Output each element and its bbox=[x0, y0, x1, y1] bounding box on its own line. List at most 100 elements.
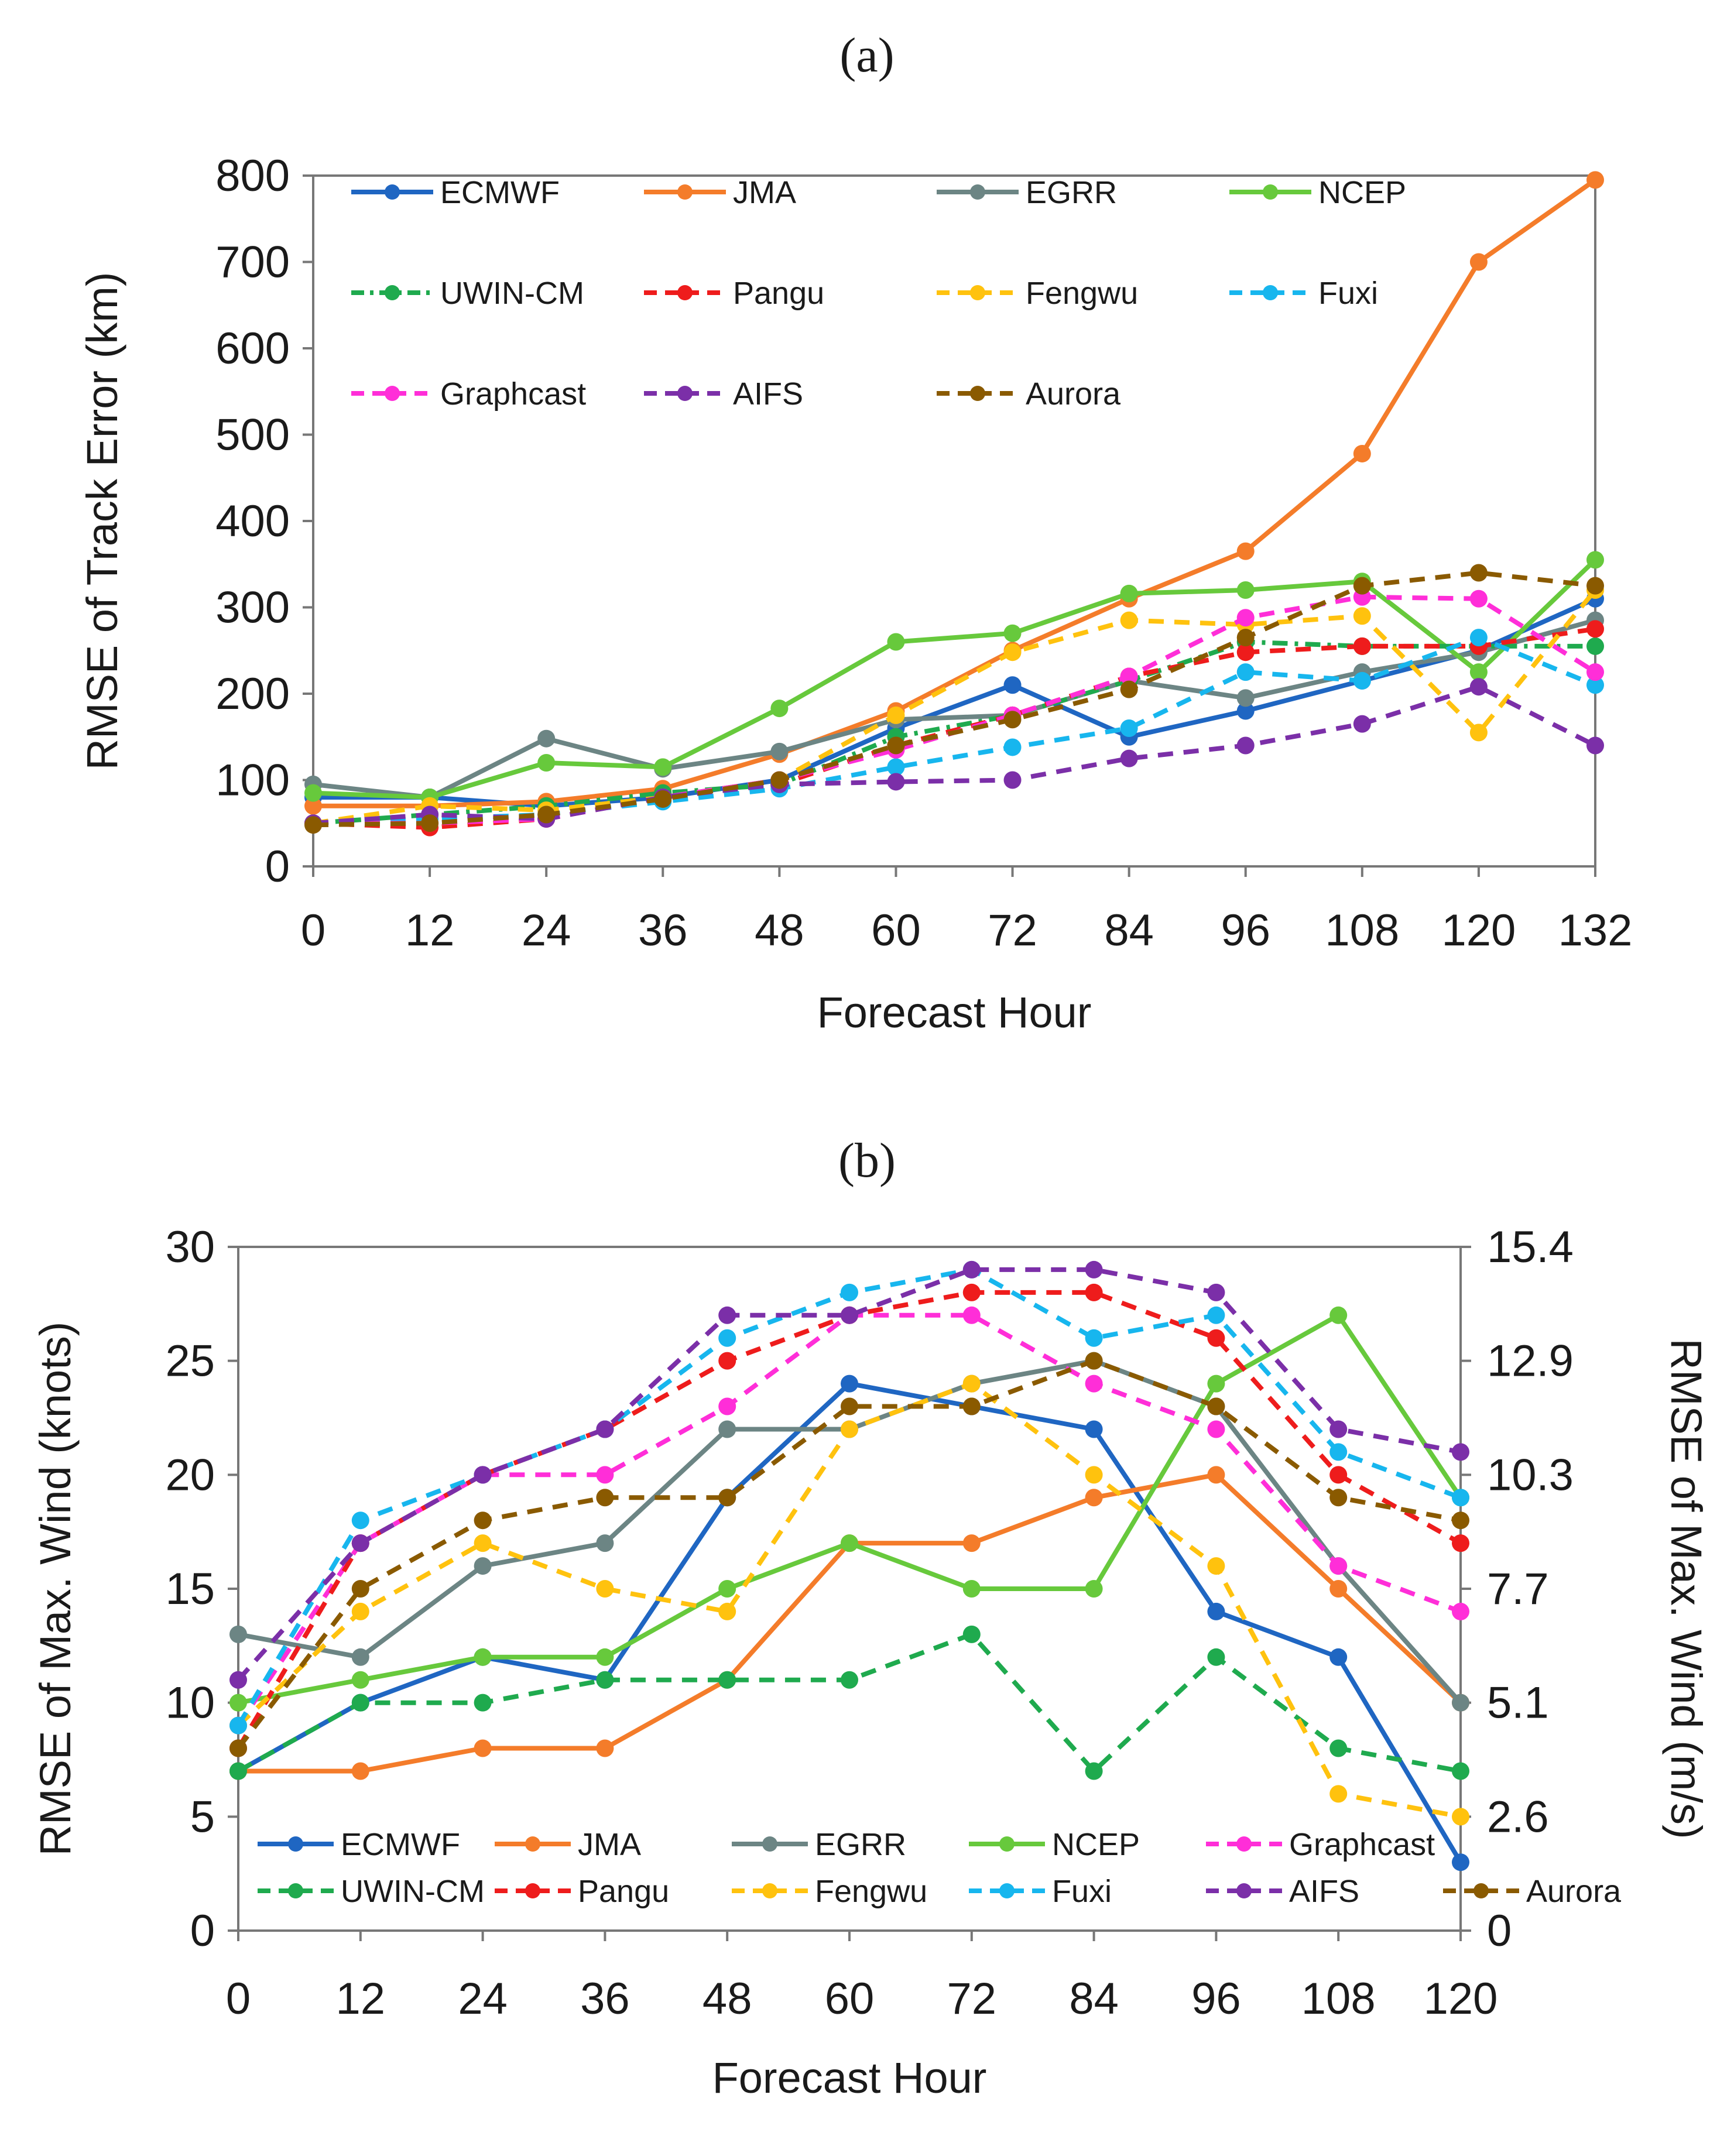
x-tick-label: 96 bbox=[1221, 906, 1270, 955]
y-tick-label: 0 bbox=[265, 842, 290, 892]
legend-swatch-marker bbox=[385, 184, 400, 200]
data-point-aurora bbox=[1469, 564, 1488, 582]
data-point-uwin-cm bbox=[962, 1625, 981, 1643]
data-point-aurora bbox=[1207, 1397, 1225, 1415]
data-point-aurora bbox=[1329, 1489, 1348, 1507]
data-point-aifs bbox=[1085, 1260, 1103, 1278]
data-point-fuxi bbox=[1452, 1489, 1469, 1507]
data-point-fengwu bbox=[474, 1534, 492, 1552]
data-point-ncep bbox=[1085, 1580, 1103, 1598]
data-point-jma bbox=[1586, 171, 1604, 189]
legend-swatch-marker bbox=[762, 1836, 777, 1852]
legend-item-fuxi: Fuxi bbox=[1229, 276, 1378, 311]
legend-swatch-marker bbox=[677, 285, 693, 300]
data-point-fuxi bbox=[229, 1716, 247, 1735]
data-point-graphcast bbox=[1236, 609, 1255, 627]
y-tick-label: 20 bbox=[165, 1450, 215, 1500]
data-point-pangu bbox=[1085, 1283, 1103, 1301]
data-point-fengwu bbox=[718, 1602, 736, 1620]
legend-label: EGRR bbox=[1026, 175, 1117, 210]
data-point-jma bbox=[1085, 1489, 1103, 1507]
data-point-jma bbox=[1469, 253, 1488, 271]
data-point-fuxi bbox=[1586, 676, 1604, 694]
legend-swatch-marker bbox=[288, 1836, 303, 1852]
y-tick-label: 400 bbox=[215, 496, 290, 546]
data-point-fuxi bbox=[1207, 1306, 1225, 1324]
legend-label: ECMWF bbox=[341, 1827, 460, 1862]
data-point-uwin-cm bbox=[1085, 1762, 1103, 1780]
data-point-pangu bbox=[1236, 643, 1255, 661]
data-point-aurora bbox=[537, 805, 556, 824]
data-point-ecmwf bbox=[1452, 1853, 1469, 1871]
legend-swatch-marker bbox=[1236, 1883, 1252, 1898]
x-tick-label: 96 bbox=[1191, 1974, 1241, 2024]
data-point-fengwu bbox=[1085, 1466, 1103, 1484]
chart-b-max-wind: 0 5 10 15 20 25 30 0 12 24 36 48 60 72 84 96 108 120 0 2.6 5… bbox=[31, 1222, 1711, 2102]
legend-item-ncep: NCEP bbox=[1229, 175, 1406, 210]
series-aurora bbox=[229, 1352, 1469, 1757]
legend-label: Pangu bbox=[578, 1874, 669, 1909]
data-point-graphcast bbox=[1452, 1602, 1469, 1620]
y2-tick-label: 12.9 bbox=[1487, 1336, 1574, 1386]
y2-tick-label: 10.3 bbox=[1487, 1450, 1574, 1500]
y-tick-label: 300 bbox=[215, 583, 290, 633]
data-point-aurora bbox=[351, 1580, 369, 1598]
data-point-jma bbox=[596, 1739, 614, 1757]
x-tick-label: 24 bbox=[522, 906, 571, 955]
data-point-pangu bbox=[1329, 1466, 1348, 1484]
data-point-fuxi bbox=[351, 1511, 369, 1530]
data-point-fuxi bbox=[1236, 663, 1255, 681]
data-point-aifs bbox=[841, 1306, 858, 1324]
data-point-aifs bbox=[962, 1260, 981, 1278]
data-point-ncep bbox=[474, 1648, 492, 1666]
data-point-fengwu bbox=[841, 1420, 858, 1438]
data-point-graphcast bbox=[1120, 667, 1138, 685]
data-point-aifs bbox=[1586, 736, 1604, 755]
legend-label: Fuxi bbox=[1052, 1874, 1112, 1909]
y-tick-label: 5 bbox=[190, 1792, 215, 1842]
legend-swatch-marker bbox=[677, 184, 693, 200]
y2-tick-label: 2.6 bbox=[1487, 1792, 1549, 1842]
x-tick-label: 0 bbox=[226, 1974, 251, 2024]
data-point-egrr bbox=[351, 1648, 369, 1666]
data-point-aurora bbox=[229, 1739, 247, 1757]
data-point-ncep bbox=[841, 1534, 858, 1552]
data-point-egrr bbox=[1452, 1694, 1469, 1712]
y2-tick-label: 7.7 bbox=[1487, 1564, 1549, 1614]
data-point-ecmwf bbox=[1003, 676, 1022, 694]
data-point-graphcast bbox=[962, 1306, 981, 1324]
data-point-fuxi bbox=[1329, 1443, 1348, 1461]
legend-label: UWIN-CM bbox=[341, 1874, 485, 1909]
legend-swatch-marker bbox=[385, 386, 400, 401]
data-point-egrr bbox=[718, 1420, 736, 1438]
panel-label-a: (a) bbox=[839, 28, 894, 83]
series-aifs bbox=[229, 1260, 1469, 1689]
data-point-aurora bbox=[1586, 577, 1604, 595]
data-point-pangu bbox=[962, 1283, 981, 1301]
series-line-egrr bbox=[313, 618, 1596, 800]
y2-tick-label: 15.4 bbox=[1487, 1222, 1574, 1272]
data-point-ncep bbox=[229, 1694, 247, 1712]
legend-swatch-marker bbox=[1473, 1883, 1489, 1898]
data-point-aurora bbox=[304, 816, 322, 834]
x-tick-label: 60 bbox=[825, 1974, 875, 2024]
legend-swatch-marker bbox=[288, 1883, 303, 1898]
x-tick-label: 72 bbox=[988, 906, 1037, 955]
data-point-graphcast bbox=[1469, 589, 1488, 608]
series-line-aurora bbox=[313, 570, 1596, 828]
data-point-pangu bbox=[1586, 620, 1604, 638]
data-point-ncep bbox=[962, 1580, 981, 1598]
x-tick-label: 120 bbox=[1424, 1974, 1498, 2024]
data-point-uwin-cm bbox=[351, 1694, 369, 1712]
data-point-aurora bbox=[841, 1397, 858, 1415]
data-point-ecmwf bbox=[1329, 1648, 1348, 1666]
data-point-graphcast bbox=[718, 1397, 736, 1415]
data-point-ncep bbox=[1120, 584, 1138, 602]
legend-label: Aurora bbox=[1026, 376, 1121, 412]
data-point-aurora bbox=[474, 1511, 492, 1530]
legend-item-fengwu: Fengwu bbox=[732, 1874, 927, 1909]
legend-label: Fengwu bbox=[1026, 276, 1138, 311]
data-point-aifs bbox=[1207, 1283, 1225, 1301]
